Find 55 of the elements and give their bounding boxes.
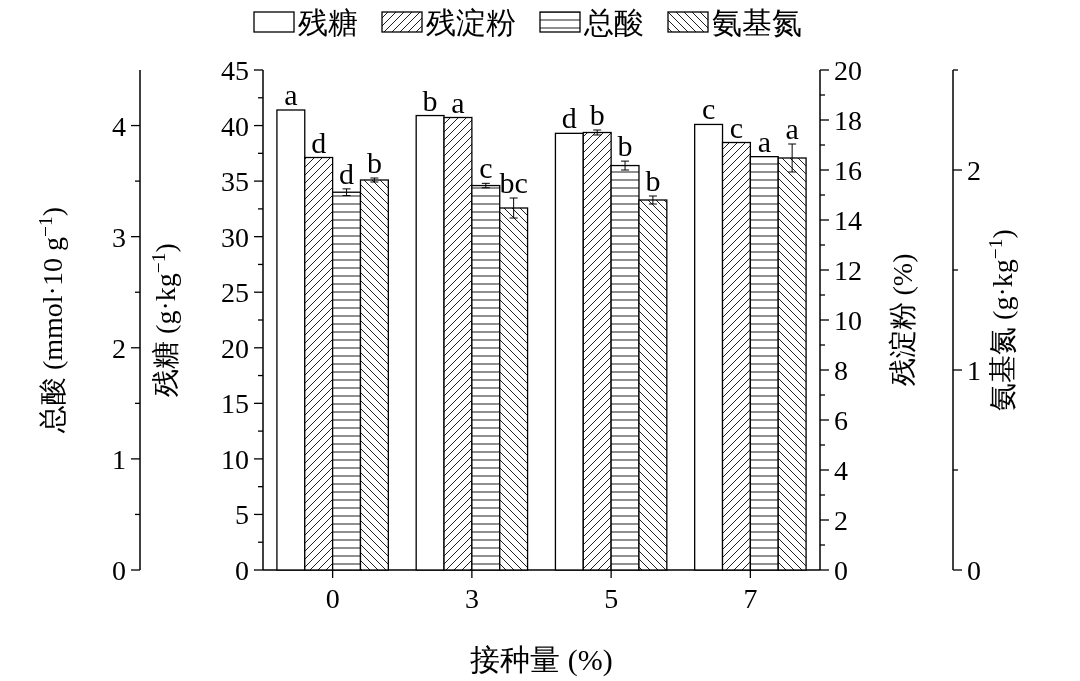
x-tick-label: 7 — [743, 583, 758, 614]
data-label: a — [785, 112, 799, 145]
y2-tick-label: 12 — [834, 255, 862, 286]
y-tick-label: 45 — [221, 55, 249, 86]
y-tick-label: 10 — [221, 443, 249, 475]
data-label: a — [451, 85, 465, 119]
y3-tick-label: 3 — [112, 221, 126, 253]
data-label: b — [422, 83, 438, 117]
y-tick-label: 30 — [221, 221, 249, 253]
y3-tick-label: 0 — [112, 555, 126, 586]
x-tick-label: 3 — [464, 583, 479, 614]
data-label: d — [311, 125, 327, 159]
y2-tick-label: 0 — [834, 555, 848, 586]
data-label: c — [479, 151, 493, 185]
data-label: b — [645, 164, 661, 197]
y-tick-label: 25 — [221, 277, 249, 309]
legend-label: 总酸 — [583, 6, 644, 39]
x-axis-title: 接种量 (%) — [470, 643, 613, 677]
y-tick-label: 40 — [221, 110, 249, 142]
data-label: d — [339, 156, 355, 190]
y3-tick-label: 4 — [112, 110, 126, 142]
y3-tick-label: 1 — [112, 443, 126, 475]
y-tick-label: 0 — [967, 555, 981, 586]
y2-tick-label: 2 — [834, 505, 848, 536]
legend-label: 残淀粉 — [426, 6, 516, 39]
y3-tick-label: 2 — [112, 332, 126, 364]
y-tick-label: 15 — [221, 388, 249, 420]
data-label: b — [617, 129, 633, 163]
data-label: d — [561, 101, 577, 135]
data-label: b — [366, 146, 382, 179]
x-tick-label: 5 — [604, 583, 619, 614]
data-label: c — [701, 92, 716, 126]
y2-tick-label: 16 — [834, 155, 862, 186]
y-tick-label: 2 — [967, 155, 981, 186]
y2-tick-label: 8 — [834, 355, 848, 386]
y2-tick-label: 6 — [834, 405, 848, 436]
y-tick-label: 5 — [235, 499, 249, 531]
legend-label: 残糖 — [298, 6, 358, 39]
y-tick-label: 1 — [967, 355, 981, 386]
x-tick-label: 0 — [325, 583, 340, 614]
y2-tick-label: 18 — [834, 105, 862, 136]
y2-tick-label: 10 — [834, 305, 862, 336]
y2-tick-label: 4 — [834, 455, 848, 486]
data-label: b — [589, 98, 605, 131]
data-label: c — [729, 110, 744, 144]
y2-tick-label: 14 — [834, 205, 862, 236]
y2-tick-label: 20 — [834, 55, 862, 86]
data-label: bc — [499, 166, 528, 199]
y-tick-label: 35 — [221, 166, 249, 198]
y2-axis-title: 残淀粉 (%) — [887, 253, 918, 387]
y-tick-label: 20 — [221, 332, 249, 364]
data-label: a — [757, 124, 771, 158]
y-tick-label: 0 — [235, 555, 249, 586]
data-label: a — [284, 78, 298, 111]
legend-label: 氨基氮 — [712, 6, 802, 39]
